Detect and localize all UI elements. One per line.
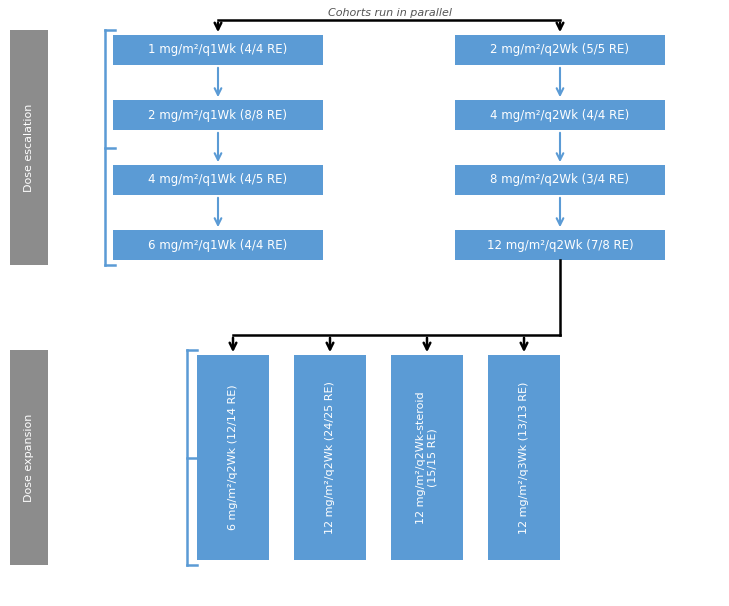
Text: 12 mg/m²/q2Wk (24/25 RE): 12 mg/m²/q2Wk (24/25 RE) [325, 381, 335, 534]
Text: 12 mg/m²/q3Wk (13/13 RE): 12 mg/m²/q3Wk (13/13 RE) [519, 381, 529, 534]
FancyBboxPatch shape [197, 355, 269, 560]
FancyBboxPatch shape [113, 100, 323, 130]
Text: 6 mg/m²/q1Wk (4/4 RE): 6 mg/m²/q1Wk (4/4 RE) [149, 239, 288, 251]
FancyBboxPatch shape [455, 35, 665, 65]
FancyBboxPatch shape [455, 100, 665, 130]
Text: 4 mg/m²/q1Wk (4/5 RE): 4 mg/m²/q1Wk (4/5 RE) [149, 173, 287, 187]
FancyBboxPatch shape [113, 35, 323, 65]
FancyBboxPatch shape [10, 30, 48, 265]
Text: 2 mg/m²/q2Wk (5/5 RE): 2 mg/m²/q2Wk (5/5 RE) [491, 44, 630, 56]
Text: Cohorts run in parallel: Cohorts run in parallel [328, 8, 452, 18]
Text: 4 mg/m²/q2Wk (4/4 RE): 4 mg/m²/q2Wk (4/4 RE) [491, 108, 630, 121]
FancyBboxPatch shape [391, 355, 463, 560]
Text: 12 mg/m²/q2Wk (7/8 RE): 12 mg/m²/q2Wk (7/8 RE) [487, 239, 634, 251]
FancyBboxPatch shape [113, 165, 323, 195]
Text: Dose escalation: Dose escalation [24, 103, 34, 191]
Text: 6 mg/m²/q2Wk (12/14 RE): 6 mg/m²/q2Wk (12/14 RE) [228, 385, 238, 530]
FancyBboxPatch shape [294, 355, 366, 560]
FancyBboxPatch shape [488, 355, 560, 560]
Text: 12 mg/m²/q2Wk-steroid
(15/15 RE): 12 mg/m²/q2Wk-steroid (15/15 RE) [416, 391, 438, 524]
FancyBboxPatch shape [113, 230, 323, 260]
Text: 1 mg/m²/q1Wk (4/4 RE): 1 mg/m²/q1Wk (4/4 RE) [149, 44, 288, 56]
FancyBboxPatch shape [455, 165, 665, 195]
FancyBboxPatch shape [10, 350, 48, 565]
Text: Dose expansion: Dose expansion [24, 413, 34, 502]
FancyBboxPatch shape [455, 230, 665, 260]
Text: 8 mg/m²/q2Wk (3/4 RE): 8 mg/m²/q2Wk (3/4 RE) [491, 173, 630, 187]
Text: 2 mg/m²/q1Wk (8/8 RE): 2 mg/m²/q1Wk (8/8 RE) [149, 108, 287, 121]
